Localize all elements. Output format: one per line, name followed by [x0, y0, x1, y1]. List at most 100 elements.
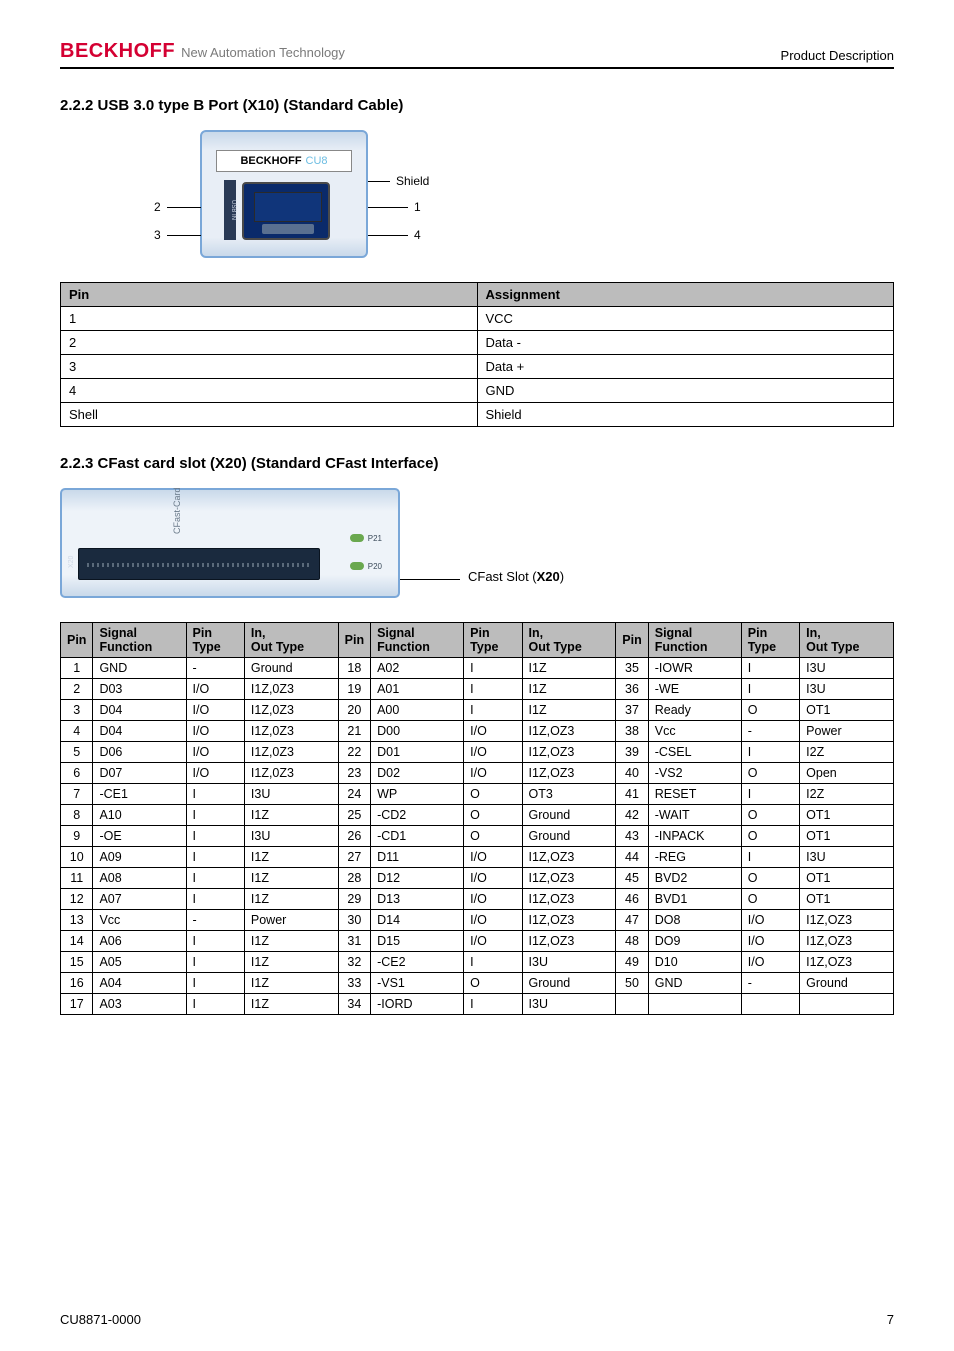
section-223-title: 2.2.3 CFast card slot (X20) (Standard CF… [60, 455, 894, 472]
table-cell: I [186, 952, 244, 973]
table-cell: - [741, 973, 799, 994]
table-cell: I/O [464, 889, 522, 910]
table-cell: A06 [93, 931, 186, 952]
table-cell: 33 [338, 973, 370, 994]
table-row: 17A03II1Z34-IORDII3U [61, 994, 894, 1015]
usb-side-strip: USB IN [224, 180, 236, 240]
table-row: 10A09II1Z27D11I/OI1Z,OZ344-REGII3U [61, 847, 894, 868]
cfast-device: CFast-Card X20 P21 P20 [60, 488, 400, 598]
table-cell: 2 [61, 331, 478, 355]
table-cell: RESET [648, 784, 741, 805]
cfast-led-2 [350, 562, 364, 570]
callout-shield-text: Shield [396, 174, 429, 188]
section-222-title: 2.2.2 USB 3.0 type B Port (X10) (Standar… [60, 97, 894, 114]
cfast-slot [78, 548, 320, 580]
table-cell: O [741, 826, 799, 847]
table-cell: 35 [616, 658, 648, 679]
table-header: SignalFunction [93, 623, 186, 658]
table-cell: BVD1 [648, 889, 741, 910]
table-cell [741, 994, 799, 1015]
table-cell: A00 [371, 700, 464, 721]
table-cell: 28 [338, 868, 370, 889]
table-cell: I [464, 658, 522, 679]
table-cell: I3U [522, 952, 616, 973]
usb-port-inner [254, 192, 322, 222]
page-header: BECKHOFF New Automation Technology Produ… [60, 40, 894, 69]
table-row: 8A10II1Z25-CD2OGround42-WAITOOT1 [61, 805, 894, 826]
table-cell: VCC [477, 307, 894, 331]
table-cell: I [741, 847, 799, 868]
table-cell: 5 [61, 742, 93, 763]
table-row: 4D04I/OI1Z,0Z321D00I/OI1Z,OZ338Vcc-Power [61, 721, 894, 742]
table-row: 14A06II1Z31D15I/OI1Z,OZ348DO9I/OI1Z,OZ3 [61, 931, 894, 952]
table-cell: 32 [338, 952, 370, 973]
table-cell: I/O [186, 742, 244, 763]
table-cell: I [186, 868, 244, 889]
table-cell: I2Z [800, 784, 894, 805]
table-cell: 30 [338, 910, 370, 931]
table-cell: 13 [61, 910, 93, 931]
table-cell: A07 [93, 889, 186, 910]
table-cell: -CD2 [371, 805, 464, 826]
table-cell: I/O [186, 700, 244, 721]
table-cell: D02 [371, 763, 464, 784]
table-cell: I1Z [244, 931, 338, 952]
usb-figure: BECKHOFF CU8 USB IN Shield 1 4 2 3 [160, 130, 460, 258]
callout-2: 2 [154, 200, 201, 214]
table-cell: 21 [338, 721, 370, 742]
cfast-callout-bold: X20 [537, 569, 560, 584]
table-cell: I/O [464, 910, 522, 931]
table-cell: I/O [186, 721, 244, 742]
table-row: 11A08II1Z28D12I/OI1Z,OZ345BVD2OOT1 [61, 868, 894, 889]
table-cell: - [741, 721, 799, 742]
table-cell: Ground [800, 973, 894, 994]
table-cell: I/O [464, 721, 522, 742]
table-row: 2Data - [61, 331, 894, 355]
table-cell: O [741, 805, 799, 826]
table-cell: 2 [61, 679, 93, 700]
table-cell: 16 [61, 973, 93, 994]
table-cell: I1Z,OZ3 [800, 952, 894, 973]
table-cell: DO8 [648, 910, 741, 931]
table-cell: 47 [616, 910, 648, 931]
table-cell: 36 [616, 679, 648, 700]
table-cell: I/O [741, 952, 799, 973]
table-cell: 48 [616, 931, 648, 952]
table-cell: 14 [61, 931, 93, 952]
table-cell: -OE [93, 826, 186, 847]
cfast-callout-line [400, 579, 460, 580]
table-header: SignalFunction [371, 623, 464, 658]
table-cell: DO9 [648, 931, 741, 952]
table-cell: 22 [338, 742, 370, 763]
table-cell: I1Z [522, 658, 616, 679]
table-cell: A05 [93, 952, 186, 973]
table-cell: I/O [464, 763, 522, 784]
table-cell: I3U [800, 658, 894, 679]
table-cell: Ground [522, 973, 616, 994]
footer-left: CU8871-0000 [60, 1312, 141, 1327]
table-row: 3D04I/OI1Z,0Z320A00II1Z37ReadyOOT1 [61, 700, 894, 721]
table-cell: O [741, 700, 799, 721]
table-cell: -WE [648, 679, 741, 700]
table-cell: I/O [186, 763, 244, 784]
table-cell: D15 [371, 931, 464, 952]
table-cell: I [186, 931, 244, 952]
table-cell: I3U [244, 826, 338, 847]
table-cell: I1Z,0Z3 [244, 763, 338, 784]
table-cell: 42 [616, 805, 648, 826]
table-cell: -CE1 [93, 784, 186, 805]
table-cell: GND [93, 658, 186, 679]
table-cell: I [741, 784, 799, 805]
table-cell: D14 [371, 910, 464, 931]
table-cell: Ground [522, 826, 616, 847]
table-cell: A09 [93, 847, 186, 868]
table-cell: 31 [338, 931, 370, 952]
table-cell: Shield [477, 403, 894, 427]
table-row: 5D06I/OI1Z,0Z322D01I/OI1Z,OZ339-CSELII2Z [61, 742, 894, 763]
table-cell: D04 [93, 700, 186, 721]
table-cell: 12 [61, 889, 93, 910]
usb-device-label-right: CU8 [306, 155, 328, 167]
callout-4-text: 4 [414, 228, 421, 242]
table-cell: 34 [338, 994, 370, 1015]
table-cell: I [464, 952, 522, 973]
